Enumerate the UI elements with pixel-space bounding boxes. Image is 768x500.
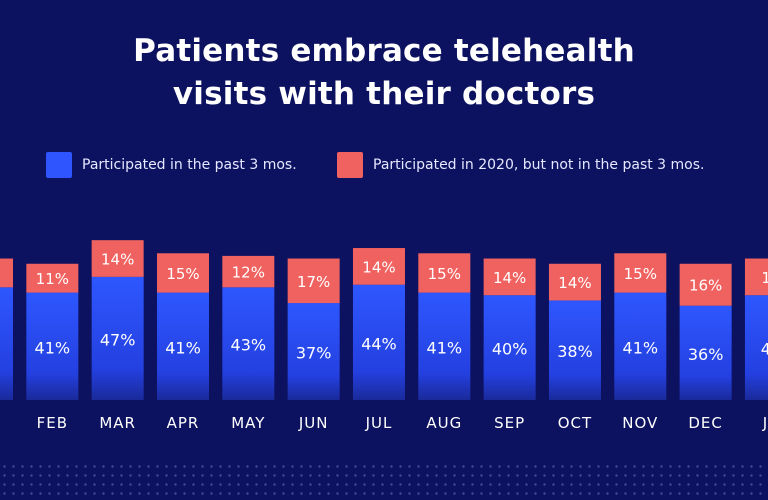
data-label-2020-not-past-3-months-jan-12: 14 [761, 269, 768, 287]
bar-2020-not-past-3-months-nov-10 [614, 253, 667, 293]
legend-label-2020-not-past-3-months: Participated in 2020, but not in the pas… [373, 157, 705, 173]
data-label-past-3-months-jun-5: 37% [296, 344, 332, 363]
data-label-past-3-months-feb-1: 41% [35, 338, 71, 357]
legend-swatch-2020-not-past-3-months [337, 152, 363, 178]
x-tick-label-oct-9: OCT [558, 414, 592, 432]
data-label-2020-not-past-3-months-apr-3: 15% [166, 265, 199, 283]
legend-item-past-3-months: Participated in the past 3 mos. [46, 150, 297, 180]
data-label-2020-not-past-3-months-nov-10: 15% [624, 265, 657, 283]
data-label-past-3-months-aug-7: 41% [427, 338, 463, 357]
data-label-2020-not-past-3-months-sep-8: 14% [493, 269, 526, 287]
bar-past-3-months-aug-7 [418, 292, 471, 400]
x-tick-label-sep-8: SEP [494, 414, 525, 432]
bar-past-3-months-may-4 [222, 287, 275, 400]
bar-past-3-months-apr-3 [156, 292, 209, 400]
bar-2020-not-past-3-months-mar-2 [91, 240, 144, 277]
bar-2020-not-past-3-months-jan-0 [0, 258, 13, 288]
bar-past-3-months-oct-9 [548, 300, 601, 400]
x-tick-label-aug-7: AUG [426, 414, 462, 432]
data-label-2020-not-past-3-months-feb-1: 11% [36, 270, 69, 288]
bar-past-3-months-sep-8 [483, 295, 536, 400]
bar-2020-not-past-3-months-dec-11 [679, 263, 732, 306]
decorative-dot-pattern [0, 462, 768, 500]
legend-swatch-past-3-months [46, 152, 72, 178]
bar-2020-not-past-3-months-jul-6 [352, 248, 405, 285]
data-label-past-3-months-sep-8: 40% [492, 340, 528, 359]
data-label-past-3-months-jan-12: 40 [761, 340, 768, 359]
data-label-past-3-months-jul-6: 44% [361, 334, 397, 353]
bar-2020-not-past-3-months-apr-3 [156, 253, 209, 293]
x-tick-label-nov-10: NOV [622, 414, 658, 432]
data-label-past-3-months-mar-2: 47% [100, 330, 136, 349]
legend-label-past-3-months: Participated in the past 3 mos. [82, 157, 297, 173]
data-label-2020-not-past-3-months-dec-11: 16% [689, 277, 722, 295]
x-tick-label-jun-5: JUN [298, 414, 329, 432]
legend-item-2020-not-past-3-months: Participated in 2020, but not in the pas… [337, 150, 704, 180]
data-label-past-3-months-may-4: 43% [231, 336, 267, 355]
x-tick-label-may-4: MAY [231, 414, 265, 432]
x-tick-label-feb-1: FEB [37, 414, 68, 432]
chart-title-line-1: Patients embrace telehealth [133, 33, 635, 69]
bar-past-3-months-nov-10 [614, 292, 667, 400]
data-label-2020-not-past-3-months-aug-7: 15% [428, 265, 461, 283]
bar-past-3-months-jun-5 [287, 303, 340, 400]
x-tick-label-mar-2: MAR [99, 414, 136, 432]
bar-past-3-months-jan-0 [0, 287, 13, 400]
data-label-2020-not-past-3-months-oct-9: 14% [558, 274, 591, 292]
bar-2020-not-past-3-months-jan-12 [744, 258, 768, 296]
chart-title-line-2: visits with their doctors [172, 76, 596, 112]
data-label-2020-not-past-3-months-jul-6: 14% [362, 258, 395, 276]
x-tick-label-jul-6: JUL [365, 414, 393, 432]
x-tick-label-dec-11: DEC [688, 414, 723, 432]
bar-2020-not-past-3-months-sep-8 [483, 258, 536, 296]
bar-2020-not-past-3-months-may-4 [222, 255, 275, 288]
data-label-2020-not-past-3-months-may-4: 12% [232, 264, 265, 282]
bar-past-3-months-feb-1 [26, 292, 79, 400]
bar-2020-not-past-3-months-jun-5 [287, 258, 340, 304]
data-label-past-3-months-dec-11: 36% [688, 345, 724, 364]
chart-legend: Participated in the past 3 mos. Particip… [0, 150, 768, 180]
x-tick-label-jan-12: JA [762, 414, 768, 432]
bar-2020-not-past-3-months-oct-9 [548, 263, 601, 301]
bar-2020-not-past-3-months-aug-7 [418, 253, 471, 293]
data-label-2020-not-past-3-months-jun-5: 17% [297, 273, 330, 291]
data-label-past-3-months-apr-3: 41% [165, 338, 201, 357]
data-label-2020-not-past-3-months-mar-2: 14% [101, 251, 134, 269]
bar-past-3-months-mar-2 [91, 276, 144, 400]
bar-past-3-months-jul-6 [352, 284, 405, 400]
bar-2020-not-past-3-months-feb-1 [26, 263, 79, 293]
bar-past-3-months-jan-12 [744, 295, 768, 400]
x-tick-label-apr-3: APR [167, 414, 200, 432]
data-label-past-3-months-nov-10: 41% [623, 338, 659, 357]
chart-title: Patients embrace telehealth visits with … [0, 30, 768, 116]
data-label-past-3-months-oct-9: 38% [557, 342, 593, 361]
bar-past-3-months-dec-11 [679, 305, 732, 400]
